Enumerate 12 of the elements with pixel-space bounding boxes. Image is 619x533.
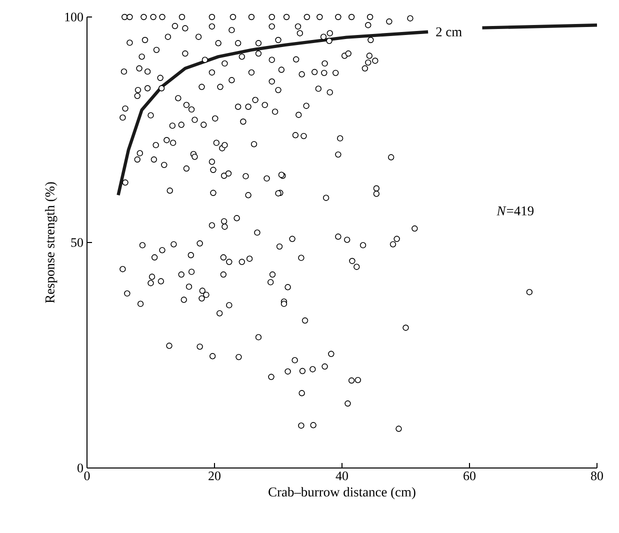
y-tick-label: 100 — [65, 12, 83, 22]
x-axis-title: Crab–burrow distance (cm) — [268, 487, 416, 500]
series-label: 2 cm — [436, 27, 462, 36]
y-axis-title: Response strength (%) — [44, 182, 58, 303]
x-tick-label: 0 — [84, 472, 90, 480]
x-tick-label: 60 — [464, 472, 476, 480]
x-tick-label: 80 — [591, 472, 603, 480]
y-tick-label: 50 — [71, 238, 83, 247]
x-tick-label: 20 — [208, 472, 220, 480]
x-tick-label: 40 — [336, 472, 348, 480]
y-tick-label: 0 — [78, 464, 83, 472]
annotation: N=419 — [496, 206, 534, 216]
